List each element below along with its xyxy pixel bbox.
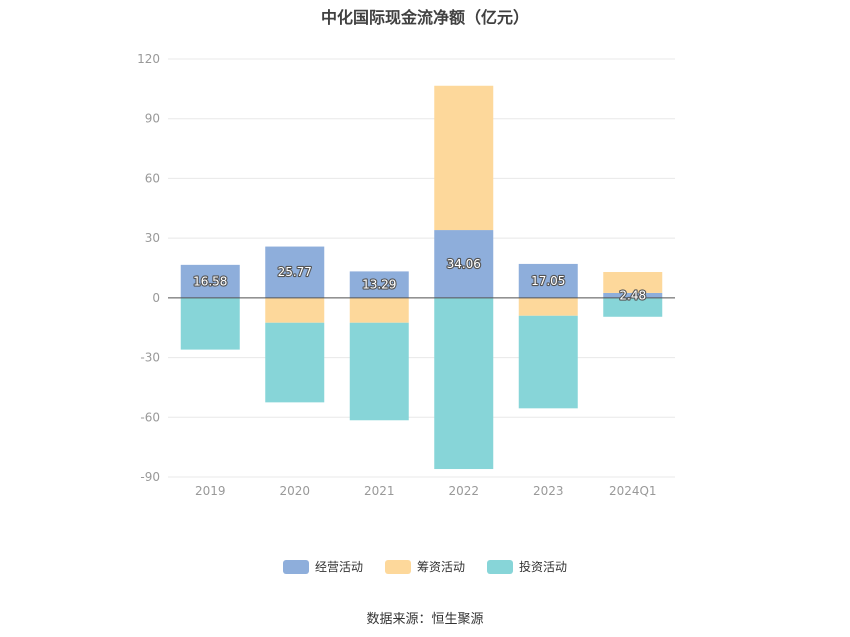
legend-swatch-financing — [384, 559, 411, 574]
x-tick-label: 2020 — [279, 484, 310, 498]
bar-2020-series-0 — [265, 246, 325, 298]
bars — [180, 85, 663, 470]
y-tick-label: -90 — [140, 470, 160, 484]
data-labels: 16.58 25.77 13.29 34.06 17.05 2.48 — [192, 256, 647, 304]
chart-title: 中化国际现金流净额（亿元） — [320, 8, 529, 27]
bar-2022-series-2 — [434, 297, 494, 470]
data-label: 2.48 — [619, 288, 646, 302]
data-label: 16.58 — [193, 274, 227, 288]
data-label: 34.06 — [447, 257, 481, 271]
bar-2022-series-1 — [434, 85, 494, 231]
grid-lines — [168, 58, 675, 478]
data-label: 17.05 — [531, 274, 565, 288]
x-tick-label: 2024Q1 — [609, 484, 657, 498]
bar-2024Q1-series-0 — [603, 292, 663, 298]
cash-flow-chart: 16.58 25.77 13.29 34.06 17.05 2.48 120 90 60 30 0… — [137, 52, 675, 498]
bar-2019-series-0 — [180, 264, 240, 298]
bar-2021-series-1 — [349, 297, 409, 323]
y-tick-label: 0 — [152, 291, 160, 305]
bar-2023-series-0 — [518, 263, 578, 298]
bar-2022-series-0 — [434, 230, 494, 298]
legend-item-investing[interactable]: 投资活动 — [487, 558, 567, 575]
bar-2023-series-2 — [518, 315, 578, 409]
data-label: 25.77 — [278, 265, 312, 279]
legend: 经营活动 筹资活动 投资活动 — [0, 558, 850, 575]
legend-label-operating: 经营活动 — [314, 560, 363, 574]
bar-2024Q1-series-2 — [603, 297, 663, 317]
bar-2023-series-1 — [518, 297, 578, 316]
bar-2021-series-2 — [349, 322, 409, 421]
legend-item-financing[interactable]: 筹资活动 — [384, 558, 465, 575]
bar-2021-series-0 — [349, 271, 409, 298]
legend-swatch-investing — [487, 559, 513, 574]
bar-2020-series-1 — [265, 297, 325, 323]
y-tick-label: 90 — [145, 112, 160, 126]
axis-labels: 120 90 60 30 0 -30 -60 -90 2019 2020 2021 2022 2023 2… — [137, 52, 656, 498]
x-tick-label: 2023 — [533, 484, 564, 498]
x-tick-label: 2019 — [195, 484, 226, 498]
legend-label-investing: 投资活动 — [519, 560, 568, 574]
legend-item-operating[interactable]: 经营活动 — [282, 558, 363, 575]
y-tick-label: -60 — [140, 410, 160, 424]
y-tick-label: 120 — [137, 52, 160, 66]
legend-label-financing: 筹资活动 — [416, 560, 465, 574]
y-tick-label: -30 — [140, 351, 160, 365]
bar-2024Q1-series-1 — [603, 272, 663, 293]
source-note: 数据来源：恒生聚源 — [366, 612, 484, 627]
y-tick-label: 60 — [145, 171, 160, 185]
y-tick-label: 30 — [145, 231, 160, 245]
x-tick-label: 2021 — [364, 484, 395, 498]
legend-swatch-operating — [282, 559, 309, 574]
bar-2019-series-2 — [180, 297, 240, 350]
bar-2020-series-2 — [265, 322, 325, 403]
x-tick-label: 2022 — [448, 484, 479, 498]
data-label: 13.29 — [362, 278, 396, 292]
